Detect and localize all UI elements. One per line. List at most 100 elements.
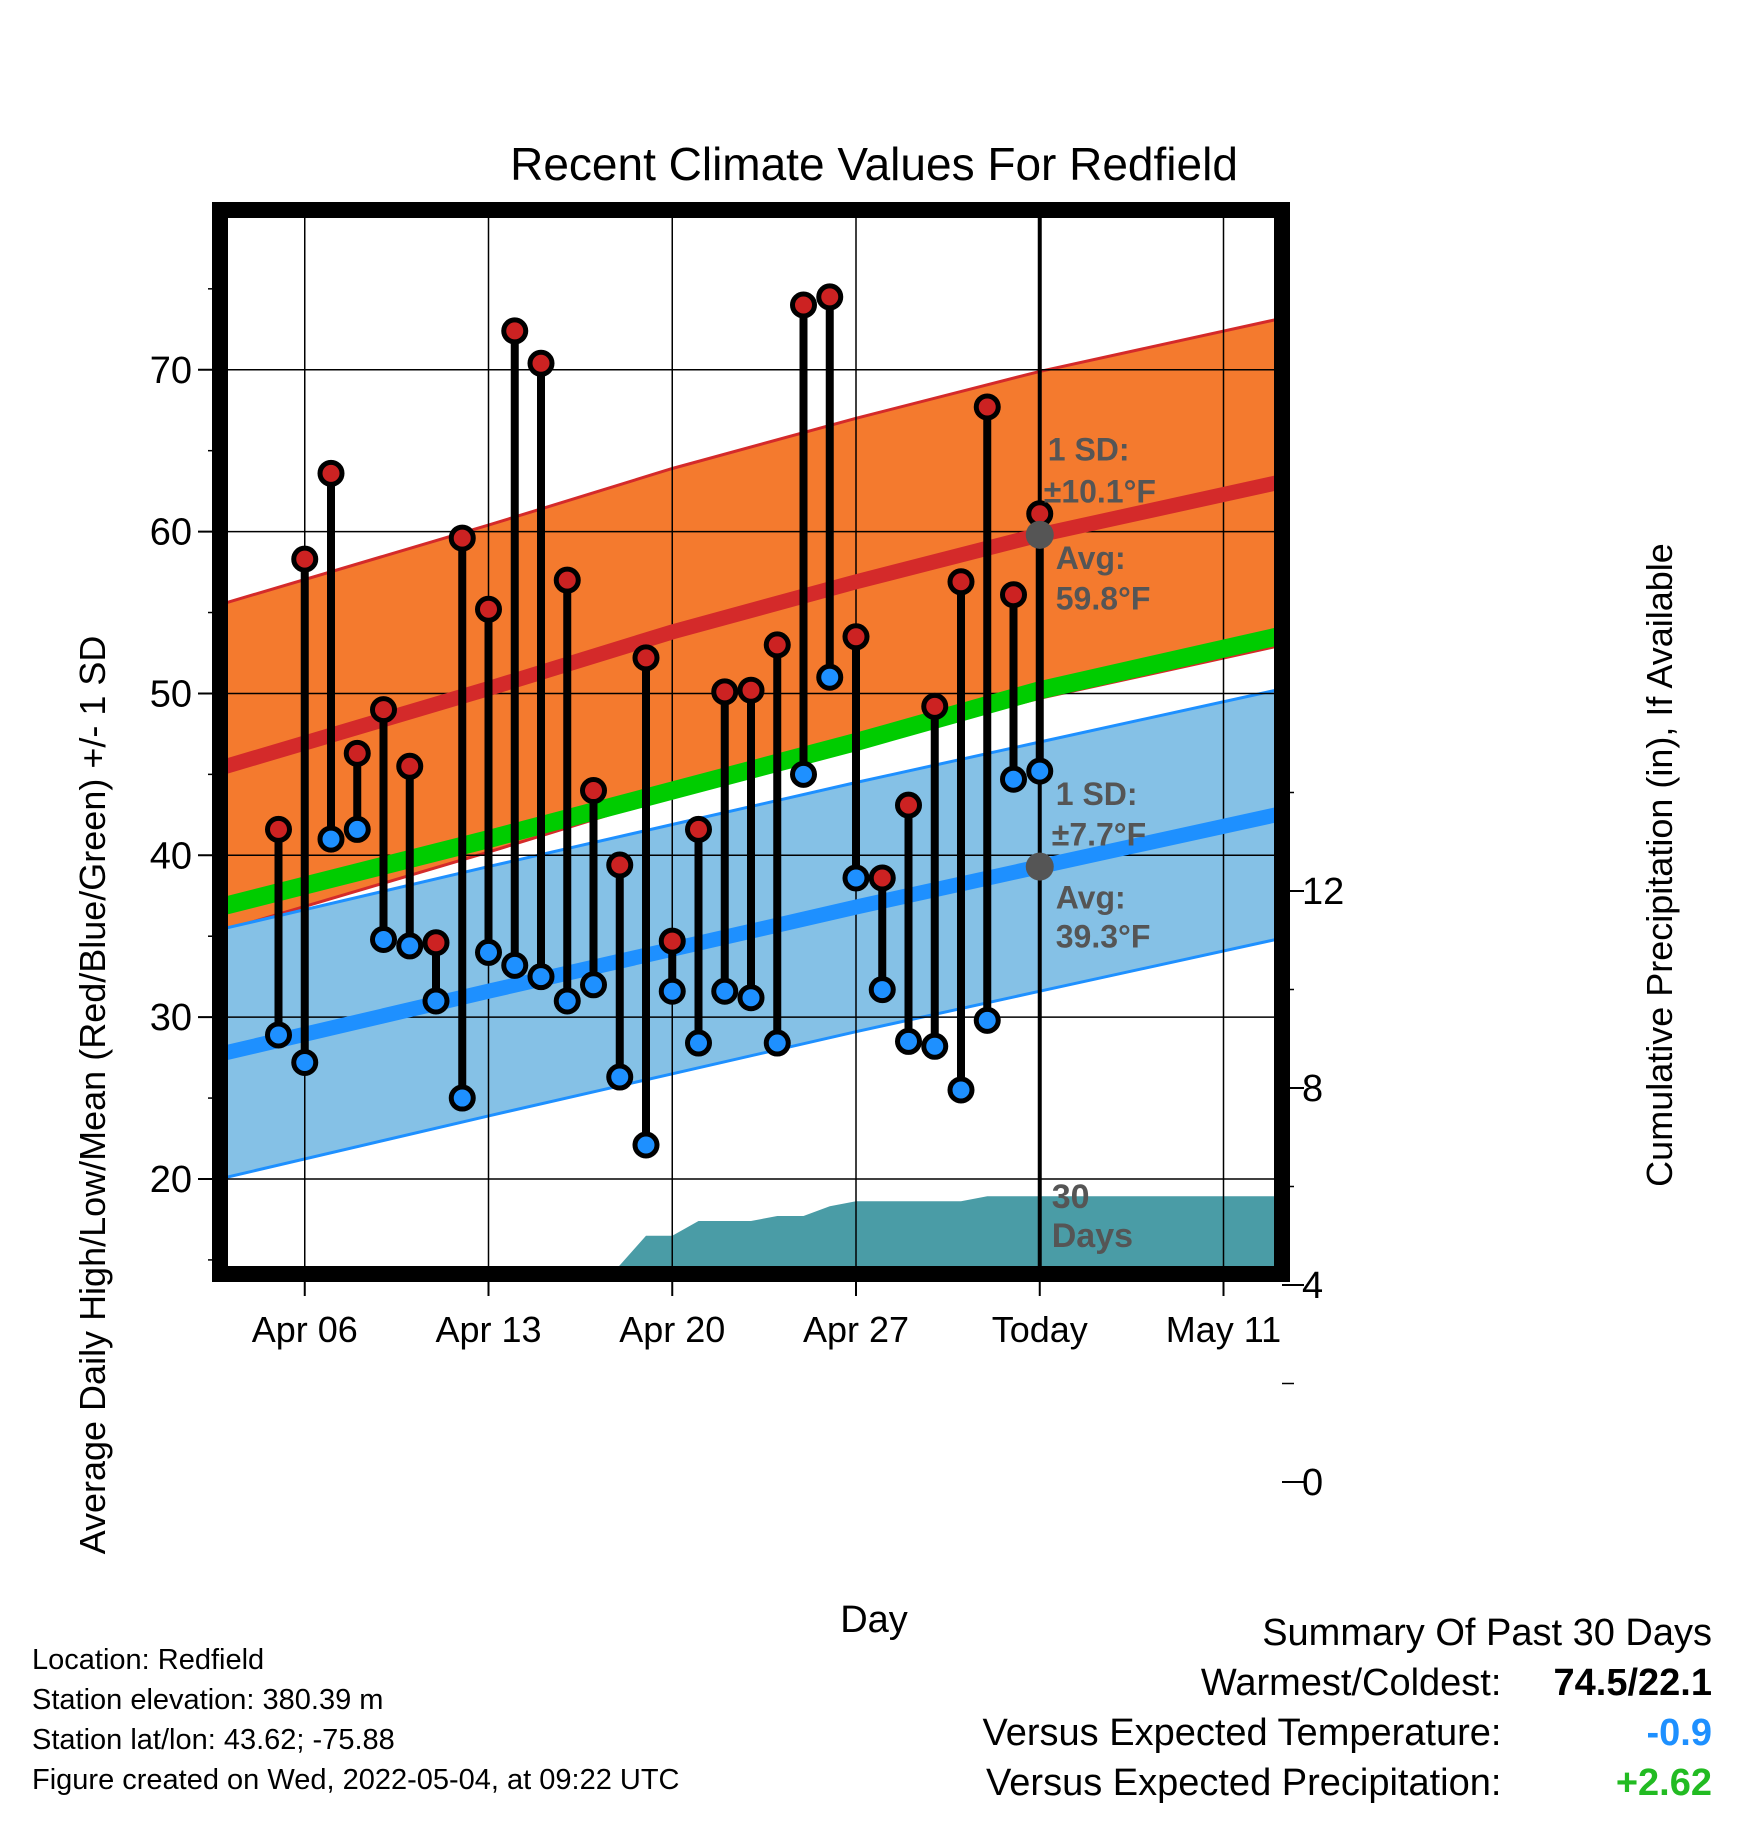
- warmest-label: Warmest/Coldest:: [1200, 1662, 1502, 1704]
- daily-low-point: [606, 1063, 634, 1091]
- daily-high-point: [265, 815, 292, 843]
- daily-high-point: [580, 777, 607, 805]
- daily-low-point: [527, 963, 555, 991]
- y2-tick-label: 8: [1302, 1068, 1323, 1110]
- low-sd-lower-edge: [226, 938, 1276, 1179]
- precip-vs-expected-value: +2.62: [1615, 1762, 1712, 1804]
- daily-high-point: [711, 678, 739, 706]
- high-avg-label: Avg:: [1056, 540, 1126, 576]
- days-count-label: 30: [1052, 1178, 1090, 1216]
- y-tick-label: 20: [150, 1159, 192, 1201]
- x-tick-label: Apr 27: [803, 1309, 909, 1350]
- daily-low-point: [475, 938, 502, 966]
- daily-low-point: [632, 1131, 660, 1159]
- temp-vs-expected-value: -0.9: [1646, 1712, 1712, 1754]
- temp-vs-expected-label: Versus Expected Temperature:: [982, 1712, 1502, 1754]
- plot-frame: [212, 202, 1290, 1282]
- daily-low-point: [580, 971, 607, 999]
- elevation-text: Station elevation: 380.39 m: [32, 1684, 384, 1716]
- daily-high-point: [685, 815, 712, 843]
- daily-high-point: [658, 927, 686, 955]
- location-text: Location: Redfield: [32, 1644, 265, 1676]
- daily-high-point: [396, 752, 424, 780]
- y-tick-label: 60: [150, 512, 192, 554]
- daily-low-point: [422, 987, 450, 1015]
- low-sd-label: 1 SD:: [1056, 776, 1138, 812]
- daily-low-point: [842, 864, 870, 892]
- daily-high-point: [763, 631, 791, 659]
- daily-low-point: [343, 815, 371, 843]
- station-info: Location: Redfield Station elevation: 38…: [32, 1640, 680, 1800]
- avg-high-line: [226, 475, 1276, 774]
- high-sd-upper-edge: [226, 318, 1276, 605]
- days-unit-label: Days: [1052, 1217, 1133, 1255]
- daily-low-point: [763, 1029, 791, 1057]
- created-text: Figure created on Wed, 2022-05-04, at 09…: [32, 1764, 680, 1796]
- x-tick-label: Today: [992, 1309, 1088, 1350]
- avg-mean-line: [226, 628, 1276, 915]
- daily-low-point: [501, 951, 529, 979]
- summary-warmest-row: Warmest/Coldest: 74.5/22.1: [983, 1658, 1712, 1708]
- daily-high-point: [632, 644, 660, 672]
- high-avg-value: 59.8°F: [1056, 580, 1151, 616]
- precip-vs-expected-label: Versus Expected Precipitation:: [986, 1762, 1502, 1804]
- low-sd-upper-edge: [226, 688, 1276, 930]
- high-sd-label: 1 SD:: [1048, 431, 1130, 467]
- daily-high-point: [921, 692, 949, 720]
- y-axis-label: Average Daily High/Low/Mean (Red/Blue/Gr…: [72, 636, 113, 1555]
- daily-low-point: [396, 932, 424, 960]
- daily-low-point: [658, 977, 686, 1005]
- daily-low-point: [553, 987, 581, 1015]
- daily-high-point: [790, 291, 817, 319]
- x-tick-label: Apr 13: [435, 1309, 541, 1350]
- summary-precip-row: Versus Expected Precipitation: +2.62: [983, 1758, 1712, 1808]
- chart-title: Recent Climate Values For Redfield: [510, 138, 1238, 190]
- daily-high-point: [816, 283, 844, 311]
- summary-panel: Summary Of Past 30 Days Warmest/Coldest:…: [983, 1608, 1712, 1808]
- y-tick-label: 70: [150, 350, 192, 392]
- daily-high-point: [475, 595, 502, 623]
- cumulative-precip-area: [278, 1196, 1276, 1268]
- daily-high-point: [448, 524, 476, 552]
- y2-tick-label: 4: [1302, 1265, 1323, 1307]
- daily-high-point: [527, 349, 555, 377]
- daily-high-point: [737, 676, 765, 704]
- daily-high-point: [317, 459, 345, 487]
- daily-low-point: [265, 1021, 292, 1049]
- daily-low-point: [1026, 757, 1054, 785]
- x-axis-label: Day: [840, 1599, 908, 1641]
- x-tick-label: May 11: [1166, 1309, 1281, 1350]
- low-sd-value: ±7.7°F: [1052, 817, 1146, 853]
- daily-low-point: [370, 925, 397, 953]
- daily-low-point: [895, 1027, 922, 1055]
- daily-low-point: [711, 977, 739, 1005]
- daily-high-point: [370, 696, 397, 724]
- daily-high-point: [422, 929, 450, 957]
- daily-low-point: [921, 1032, 949, 1060]
- daily-low-point: [947, 1076, 975, 1104]
- today-avg-low-marker: [1025, 852, 1054, 881]
- summary-temp-row: Versus Expected Temperature: -0.9: [983, 1708, 1712, 1758]
- daily-low-point: [685, 1029, 712, 1057]
- daily-low-point: [868, 976, 896, 1004]
- y2-axis-label: Cumulative Precipitation (in), If Availa…: [1639, 543, 1680, 1187]
- daily-low-point: [790, 760, 817, 788]
- x-tick-label: Apr 06: [252, 1309, 358, 1350]
- daily-low-point: [816, 663, 844, 691]
- y2-tick-label: 0: [1302, 1462, 1323, 1504]
- daily-low-point: [973, 1006, 1001, 1034]
- daily-low-point: [737, 984, 765, 1012]
- daily-high-point: [291, 545, 319, 573]
- daily-high-point: [343, 739, 371, 767]
- daily-high-point: [842, 623, 870, 651]
- daily-low-point: [448, 1084, 476, 1112]
- daily-high-point: [606, 851, 634, 879]
- daily-high-point: [895, 791, 922, 819]
- low-avg-value: 39.3°F: [1056, 919, 1151, 955]
- warmest-value: 74.5/22.1: [1553, 1662, 1712, 1704]
- daily-low-point: [317, 825, 345, 853]
- y-tick-label: 40: [150, 835, 192, 877]
- latlon-text: Station lat/lon: 43.62; -75.88: [32, 1724, 395, 1756]
